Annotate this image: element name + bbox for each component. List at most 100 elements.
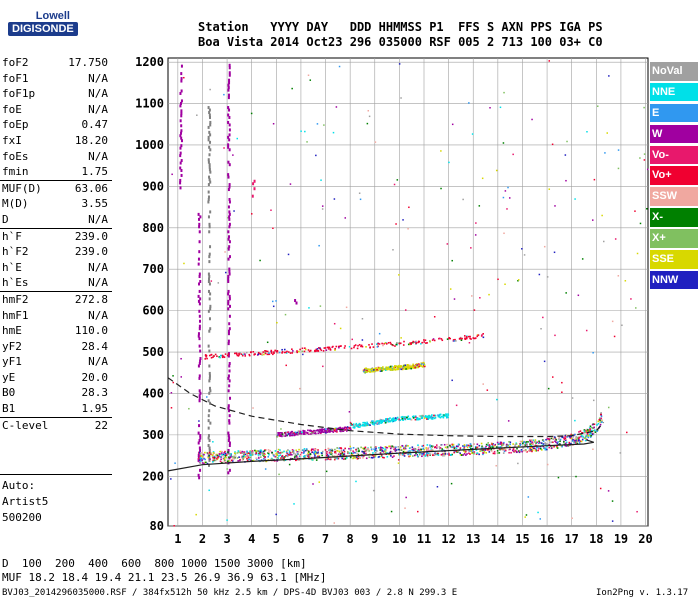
trace-point	[518, 450, 521, 453]
trace-point	[329, 453, 332, 456]
trace-point	[212, 452, 215, 454]
trace-point	[598, 417, 601, 420]
trace-point	[379, 367, 382, 369]
trace-point	[437, 414, 439, 416]
noise-point	[396, 179, 399, 181]
trace-point	[407, 445, 409, 447]
trace-point	[403, 417, 405, 420]
trace-point	[500, 443, 503, 445]
streak-point	[180, 99, 183, 103]
noise-point	[581, 258, 584, 260]
trace-point	[546, 448, 548, 451]
trace-point	[334, 349, 336, 351]
trace-point	[284, 432, 287, 435]
noise-point	[436, 485, 439, 488]
noise-point	[552, 376, 554, 378]
trace-point	[377, 366, 380, 369]
streak-point	[228, 267, 231, 271]
trace-point	[419, 452, 422, 454]
trace-point	[214, 353, 217, 356]
trace-point	[314, 452, 317, 455]
trace-point	[261, 353, 263, 356]
trace-point	[213, 455, 216, 458]
trace-point	[539, 447, 542, 450]
streak-point	[295, 301, 298, 305]
trace-point	[234, 455, 237, 458]
noise-point	[288, 463, 291, 466]
trace-point	[409, 450, 411, 452]
noise-point	[499, 106, 502, 109]
trace-point	[453, 451, 455, 454]
header-line-1: Station YYYY DAY DDD HHMMSS P1 FFS S AXN…	[198, 20, 603, 34]
noise-point	[547, 387, 550, 390]
trace-point	[384, 342, 387, 344]
trace-point	[342, 457, 345, 459]
y-tick-label: 900	[142, 179, 164, 193]
trace-point	[586, 433, 589, 435]
trace-point	[529, 450, 531, 452]
trace-point	[206, 452, 209, 455]
legend-item: X+	[650, 229, 698, 248]
streak-point	[228, 468, 231, 472]
trace-point	[418, 417, 421, 420]
trace-point	[212, 456, 214, 459]
trace-point	[334, 457, 337, 460]
noise-point	[451, 123, 454, 126]
noise-point	[474, 234, 477, 236]
trace-point	[504, 449, 507, 452]
noise-point	[561, 391, 563, 393]
trace-point	[502, 452, 505, 454]
trace-point	[578, 431, 580, 433]
trace-point	[310, 448, 313, 451]
trace-point	[413, 365, 416, 367]
noise-point	[226, 519, 228, 521]
trace-point	[201, 455, 203, 458]
streak-point	[179, 166, 182, 170]
streak-point	[228, 245, 231, 249]
trace-point	[283, 351, 286, 354]
trace-point	[561, 436, 564, 439]
trace-point	[589, 434, 591, 437]
streak-point	[228, 138, 231, 142]
trace-point	[220, 456, 222, 458]
noise-point	[236, 137, 239, 140]
streak-point	[198, 337, 201, 341]
noise-point	[440, 150, 442, 152]
trace-point	[588, 433, 591, 436]
trace-point	[298, 459, 301, 461]
noise-point	[470, 247, 472, 249]
trace-point	[287, 433, 290, 435]
trace-point	[299, 430, 302, 433]
trace-point	[353, 346, 355, 349]
trace-point	[412, 448, 415, 450]
trace-point	[564, 437, 567, 440]
trace-point	[259, 450, 261, 453]
streak-point	[227, 302, 230, 306]
trace-point	[422, 452, 425, 455]
trace-point	[337, 457, 340, 460]
param-name: hmE	[2, 324, 22, 338]
param-name: MUF(D)	[2, 181, 42, 195]
streak-point	[208, 108, 211, 112]
trace-point	[378, 455, 380, 458]
param-name: foEp	[2, 118, 29, 132]
trace-point	[223, 356, 226, 359]
trace-point	[289, 434, 292, 437]
trace-point	[378, 419, 381, 422]
trace-point	[395, 418, 398, 421]
trace-point	[451, 453, 453, 456]
trace-point	[409, 455, 411, 457]
trace-point	[364, 367, 367, 370]
trace-point	[558, 443, 561, 445]
trace-point	[298, 448, 300, 451]
streak-point	[199, 349, 202, 353]
streak-point	[228, 210, 231, 214]
trace-point	[281, 455, 284, 457]
footer-muf-row: MUF 18.2 18.4 19.4 21.1 23.5 26.9 36.9 6…	[2, 571, 327, 584]
trace-point	[328, 452, 331, 454]
trace-point	[430, 415, 433, 418]
trace-point	[508, 445, 511, 448]
streak-point	[227, 205, 230, 209]
trace-point	[379, 368, 381, 371]
param-name: D	[2, 212, 9, 226]
